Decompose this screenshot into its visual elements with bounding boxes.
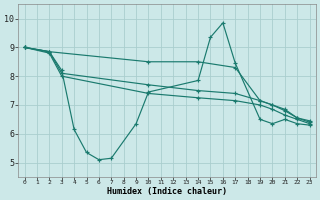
X-axis label: Humidex (Indice chaleur): Humidex (Indice chaleur) [107, 187, 227, 196]
